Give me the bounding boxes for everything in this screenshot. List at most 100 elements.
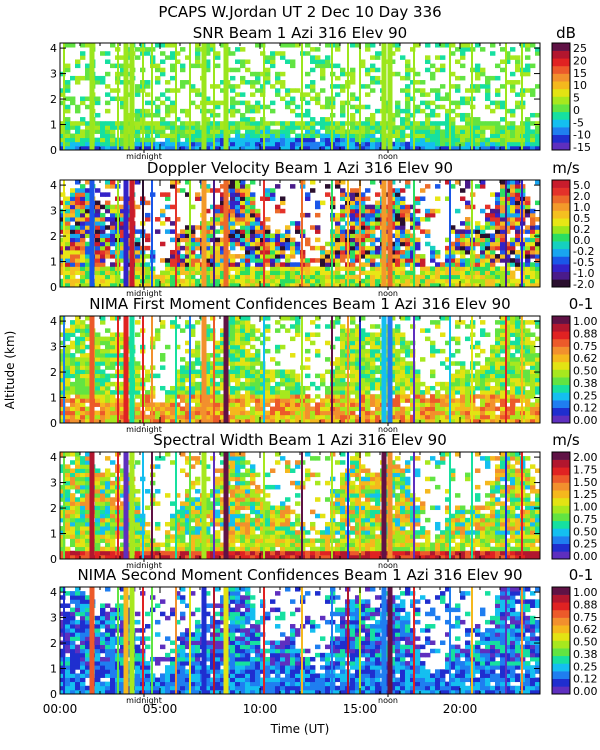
heatmap-cell (70, 414, 76, 420)
heatmap-cell (350, 266, 356, 271)
heatmap-cell (165, 217, 171, 222)
colorbar-tick-label: 1.0 (573, 201, 591, 214)
heatmap-cell (455, 59, 461, 64)
heatmap-cell (485, 249, 491, 255)
heatmap-cell (245, 129, 251, 134)
heatmap-cell (240, 320, 246, 325)
heatmap-cell (100, 254, 106, 259)
heatmap-cell (100, 217, 106, 222)
heatmap-cell (250, 221, 256, 226)
heatmap-cell (350, 43, 356, 48)
heatmap-cell (245, 59, 251, 64)
heatmap-cell (70, 43, 76, 48)
heatmap-cell (490, 233, 496, 239)
heatmap-cell (250, 180, 256, 185)
heatmap-cell (365, 254, 371, 259)
interference-column (201, 43, 207, 150)
heatmap-cell (360, 204, 366, 210)
heatmap-cell (375, 410, 381, 416)
heatmap-cell (415, 237, 421, 243)
heatmap-cell (255, 100, 261, 106)
heatmap-cell (365, 47, 371, 52)
heatmap-cell (180, 410, 186, 416)
heatmap-cell (160, 192, 166, 197)
heatmap-cell (375, 357, 381, 362)
heatmap-cell (245, 192, 251, 197)
heatmap-cell (210, 394, 216, 399)
heatmap-cell (420, 278, 426, 284)
heatmap-cell (70, 237, 76, 243)
heatmap-cell (120, 229, 126, 234)
heatmap-cell (105, 71, 111, 77)
heatmap-cell (505, 258, 511, 263)
heatmap-cell (110, 208, 116, 214)
heatmap-cell (480, 414, 486, 420)
heatmap-cell (270, 373, 276, 379)
heatmap-cell (505, 369, 511, 375)
heatmap-cell (480, 184, 486, 189)
heatmap-cell (240, 133, 246, 139)
heatmap-cell (390, 390, 396, 395)
heatmap-cell (185, 385, 191, 391)
heatmap-cell (60, 316, 66, 321)
heatmap-cell (415, 262, 421, 267)
heatmap-cell (240, 237, 246, 243)
heatmap-cell (475, 266, 481, 271)
heatmap-cell (60, 402, 66, 407)
heatmap-cell (235, 365, 241, 370)
heatmap-cell (205, 390, 211, 395)
heatmap-cell (455, 336, 461, 342)
heatmap-cell (190, 100, 196, 106)
heatmap-cell (325, 100, 331, 106)
heatmap-cell (425, 55, 431, 60)
interference-column (471, 43, 473, 150)
heatmap-cell (405, 353, 411, 358)
heatmap-cell (455, 418, 461, 424)
heatmap-cell (250, 357, 256, 362)
heatmap-cell (350, 71, 356, 77)
heatmap-cell (360, 316, 366, 321)
heatmap-cell (240, 373, 246, 379)
heatmap-cell (280, 418, 286, 424)
heatmap-cell (335, 241, 341, 247)
heatmap-cell (135, 241, 141, 247)
heatmap-cell (85, 233, 91, 239)
heatmap-cell (510, 217, 516, 222)
heatmap-cell (60, 406, 66, 412)
heatmap-cell (365, 377, 371, 383)
heatmap-cell (195, 381, 201, 387)
heatmap-cell (465, 402, 471, 407)
interference-column (331, 43, 333, 150)
heatmap-cell (255, 270, 261, 276)
interference-column (505, 180, 507, 287)
heatmap-cell (120, 217, 126, 222)
heatmap-cell (250, 104, 256, 110)
heatmap-cell (500, 47, 506, 52)
heatmap-cell (230, 316, 236, 321)
heatmap-cell (240, 258, 246, 263)
heatmap-cell (390, 133, 396, 139)
heatmap-cell (220, 357, 226, 362)
heatmap-cell (265, 129, 271, 134)
heatmap-cell (235, 208, 241, 214)
heatmap-cell (360, 414, 366, 420)
heatmap-cell (515, 266, 521, 271)
heatmap-cell (270, 108, 276, 114)
heatmap-cell (490, 245, 496, 251)
heatmap-cell (105, 121, 111, 126)
heatmap-cell (420, 414, 426, 420)
heatmap-cell (365, 249, 371, 255)
heatmap-cell (205, 336, 211, 342)
heatmap-cell (410, 80, 416, 85)
heatmap-cell (485, 121, 491, 126)
heatmap-cell (285, 394, 291, 399)
heatmap-cell (170, 237, 176, 243)
heatmap-cell (185, 137, 191, 143)
heatmap-cell (475, 406, 481, 412)
heatmap-cell (340, 204, 346, 210)
heatmap-cell (340, 348, 346, 354)
heatmap-cell (465, 180, 471, 185)
heatmap-cell (365, 221, 371, 226)
heatmap-cell (355, 258, 361, 263)
heatmap-cell (285, 373, 291, 379)
